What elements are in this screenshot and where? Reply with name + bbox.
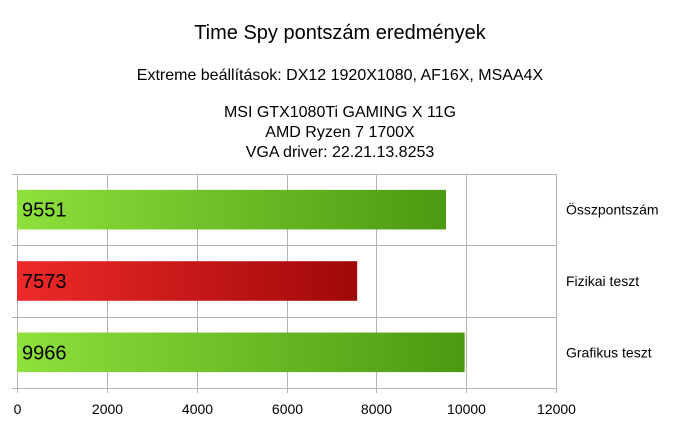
chart-title: Time Spy pontszám eredmények	[194, 22, 486, 44]
bars	[17, 189, 465, 373]
category-label: Összpontszám	[566, 201, 659, 218]
bar-value-label: 7573	[22, 271, 67, 293]
x-tick-label: 10000	[447, 401, 486, 417]
bar-1	[17, 261, 358, 301]
x-tick-label: 12000	[537, 401, 576, 417]
info-cpu: AMD Ryzen 7 1700X	[265, 124, 415, 141]
labels: 0 2000 4000 6000 8000 10000 12000 9551 Összponts…	[14, 200, 659, 417]
category-label: Fizikai teszt	[566, 273, 639, 289]
info-gpu: MSI GTX1080Ti GAMING X 11G	[223, 104, 457, 121]
x-tick-label: 6000	[272, 401, 303, 417]
bar-2	[17, 332, 465, 373]
x-tick-label: 2000	[92, 401, 123, 417]
bar-value-label: 9551	[22, 200, 67, 222]
info-driver: VGA driver: 22.21.13.8253	[245, 144, 435, 161]
x-tick-label: 8000	[361, 401, 392, 417]
bar-0	[17, 189, 446, 230]
category-label: Grafikus teszt	[566, 344, 652, 360]
bar-value-label: 9966	[22, 342, 67, 364]
x-tick-label: 0	[14, 401, 22, 417]
x-tick-label: 4000	[182, 401, 213, 417]
chart-subtitle: Extreme beállítások: DX12 1920X1080, AF1…	[136, 67, 544, 84]
